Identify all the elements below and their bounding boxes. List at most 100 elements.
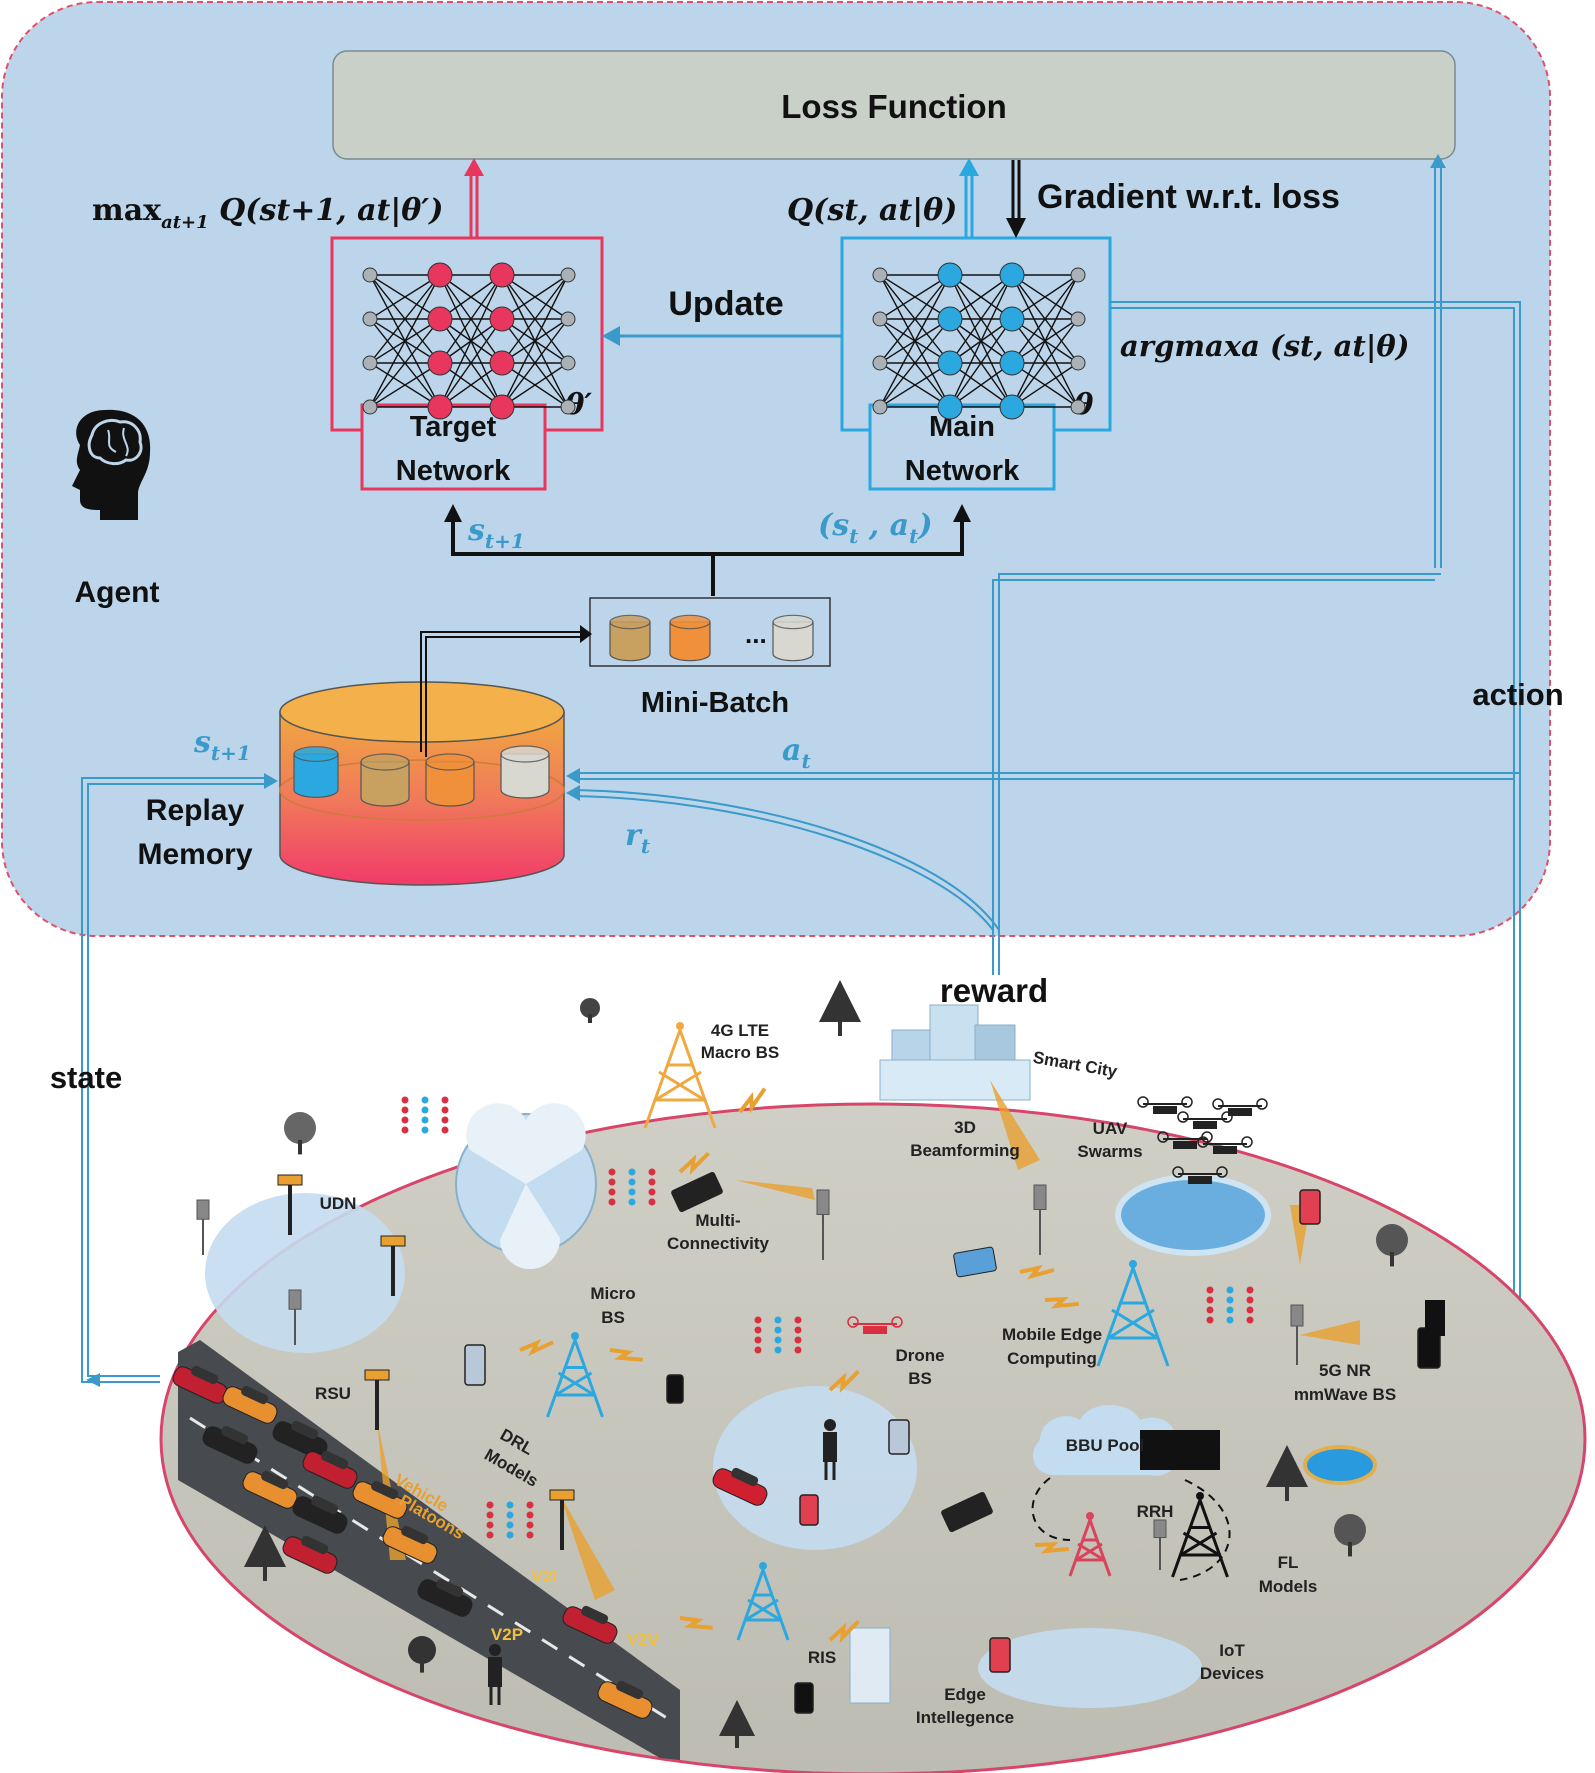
nn-edge [369,274,441,320]
main-network-line2: Network [905,455,1020,487]
nn-edge [949,274,1013,320]
label-4g-lte: 4G LTE [711,1021,769,1040]
car-icon [222,1385,278,1424]
car-icon [292,1495,348,1534]
main-q-expression: Q(st, at|θ) [787,193,957,228]
label-rsu: RSU [315,1384,351,1403]
phone-icon [1299,1189,1321,1225]
tablet-icon [671,1171,723,1213]
target-network-label-box [360,403,547,491]
label-3d: 3D [954,1118,976,1137]
drone-icon [1197,1136,1253,1154]
nn-node [1070,267,1086,283]
beam-icon [560,1495,615,1600]
nn-node [999,394,1025,420]
mini-batch-sample [609,614,651,662]
target-network-line1: Target [410,411,497,443]
label-mmwave-bs: mmWave BS [1294,1385,1396,1404]
environment-icons [172,980,1445,1748]
car-icon [712,1467,768,1506]
nn-node [937,394,963,420]
drone-icon [1177,1111,1233,1129]
nn-node [937,350,963,376]
label-macro-bs: Macro BS [701,1043,779,1062]
nn-edge [949,274,1013,408]
rsu-icon [364,1369,390,1430]
brain-head-icon [72,409,151,520]
nn-node [489,394,515,420]
tree-icon [719,1700,755,1748]
label-drone-bs: BS [908,1369,932,1388]
nn-edge [439,274,503,320]
nn-edge [439,318,503,408]
mini-batch-sample [772,614,814,662]
label-drone: Drone [895,1346,944,1365]
label-v2p: V2P [491,1625,523,1644]
nn-node [427,350,453,376]
smart-city-buildings [879,1004,1031,1101]
argmax-expression: argmaxa (st, at|θ) [1120,329,1409,363]
label-fl: FL [1278,1553,1299,1572]
label-edge: Edge [944,1685,986,1704]
mini-batch-dots: ... [745,619,767,649]
car-icon [562,1605,618,1644]
rsu-icon [380,1235,406,1296]
phone-icon [464,1344,486,1386]
nn-edge [369,362,441,408]
nn-edge [949,362,1013,408]
nn-node [560,399,576,415]
label-computing: Computing [1007,1349,1097,1368]
car-icon [597,1680,653,1719]
action-label: action [1472,677,1563,712]
drone-icon [1172,1166,1228,1184]
nn-edge [879,318,951,408]
nn-edge [949,318,1013,408]
nn-node [872,399,888,415]
label-mobile-edge: Mobile Edge [1002,1325,1102,1344]
wireless-link-icon [679,1616,713,1630]
mini-batch-sample [669,614,711,662]
nn-node [937,306,963,332]
wireless-link-icon [1019,1264,1055,1280]
label-bbu-pool: BBU Pool [1066,1436,1144,1455]
nn-node [362,355,378,371]
beam-icon [1300,1320,1360,1345]
phone-icon [989,1637,1011,1673]
wireless-link-icon [519,1339,554,1357]
environment-labels: 4G LTE Macro BS Smart City 3D Beamformin… [315,1021,1396,1727]
nn-edge [879,274,951,320]
nn-edge [439,274,503,364]
nn-node [362,267,378,283]
label-5g-nr: 5G NR [1319,1361,1371,1380]
nn-node [560,267,576,283]
label-connectivity: Connectivity [667,1234,770,1253]
udn-zone [205,1193,405,1353]
nn-edge [501,274,569,364]
wireless-link-icon [738,1087,767,1114]
memory-to-minibatch-line [420,631,586,752]
nn-edge [1011,362,1079,408]
wireless-link-icon [609,1348,643,1362]
cell-tower-icon [643,1022,717,1129]
drone-icon [1137,1096,1193,1114]
reward-label: reward [940,972,1048,1009]
nn-node [999,306,1025,332]
nn-edge [501,274,569,408]
antenna-icon [288,1289,302,1345]
replay-line1: Replay [146,794,245,827]
nn-node [560,355,576,371]
label-v2i: V2I [531,1567,557,1586]
loss-function-box [332,50,1456,160]
rsu-icon [277,1174,303,1235]
car-icon [282,1535,338,1574]
tree-icon [284,1112,316,1155]
nn-node [427,394,453,420]
nn-edge [949,274,1013,364]
antenna-icon [1033,1184,1047,1255]
state-line [81,777,270,1383]
label-micro: Micro [590,1284,635,1303]
pond [1303,1445,1377,1485]
tree-icon [1334,1514,1366,1557]
update-label: Update [668,285,783,323]
nn-edge [1011,274,1079,320]
